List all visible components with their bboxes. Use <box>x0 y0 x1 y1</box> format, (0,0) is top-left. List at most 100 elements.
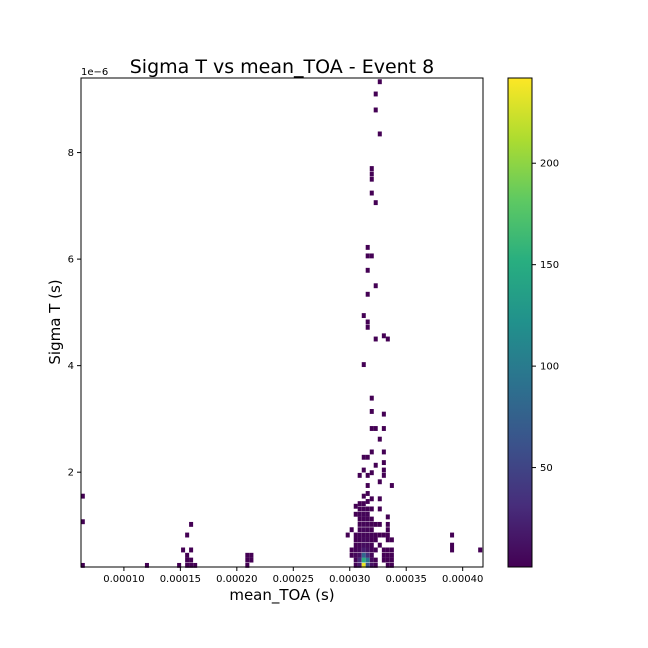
x-tick-label: 0.00035 <box>386 574 427 585</box>
heatmap-cell <box>369 449 374 455</box>
heatmap-cell <box>369 557 374 563</box>
heatmap-cell <box>385 557 390 563</box>
heatmap-cell <box>369 166 374 171</box>
heatmap-cell <box>385 336 390 342</box>
heatmap-cell <box>377 436 382 442</box>
x-tick-label: 0.00025 <box>273 574 314 585</box>
heatmap-cell <box>381 411 386 417</box>
heatmap-cell <box>365 537 370 543</box>
heatmap-cell <box>245 557 250 563</box>
heatmap-cell <box>249 552 254 558</box>
heatmap-cell <box>377 131 382 137</box>
heatmap-cell <box>365 319 370 325</box>
heatmap-cell <box>353 547 358 553</box>
heatmap-cell <box>381 460 386 466</box>
heatmap-cell <box>361 521 366 527</box>
heatmap-cell <box>361 493 366 499</box>
heatmap-cell <box>361 527 366 533</box>
x-axis-label: mean_TOA (s) <box>229 586 334 605</box>
heatmap-cell <box>377 506 382 512</box>
heatmap-cell <box>365 472 370 478</box>
heatmap-cell <box>373 91 378 97</box>
heatmap-cell <box>373 336 378 342</box>
heatmap-cell <box>365 552 370 558</box>
heatmap-cell <box>369 506 374 512</box>
heatmap-cell <box>373 521 378 527</box>
heatmap-cell <box>450 532 455 538</box>
heatmap-cell <box>361 557 366 563</box>
heatmap-cell <box>365 532 370 538</box>
x-axis: 0.00010 0.00015 0.00020 0.00025 0.00030 0.000… <box>103 567 483 585</box>
heatmap-cell <box>377 479 382 485</box>
heatmap-cell <box>365 253 370 259</box>
heatmap-cell <box>365 527 370 533</box>
heatmap-cell <box>450 547 455 553</box>
heatmap-cell <box>357 527 362 533</box>
colorbar: 50 100 150 200 <box>507 77 559 568</box>
heatmap-cell <box>361 516 366 522</box>
heatmap-cell <box>381 472 386 478</box>
heatmap-cell <box>373 562 378 568</box>
heatmap-cell <box>369 562 374 568</box>
heatmap-cell <box>361 506 366 512</box>
heatmap-cell <box>353 537 358 543</box>
heatmap-cell <box>377 79 382 85</box>
heatmap-cell <box>357 472 362 478</box>
heatmap-cell <box>245 562 250 568</box>
colorbar-tick-label: 100 <box>540 362 559 373</box>
heatmap-cell <box>369 527 374 533</box>
heatmap-cell <box>365 511 370 517</box>
heatmap-cell <box>365 506 370 512</box>
heatmap-cell <box>245 552 250 558</box>
heatmap-cell <box>381 557 386 563</box>
heatmap-cell <box>373 107 378 113</box>
heatmap-cell <box>353 552 358 558</box>
heatmap-cell <box>365 454 370 460</box>
heatmap-cell <box>249 557 254 563</box>
x-tick-label: 0.00040 <box>442 574 483 585</box>
heatmap-cell <box>373 462 378 468</box>
heatmap-cell <box>357 557 362 563</box>
heatmap-cell <box>181 547 186 553</box>
heatmap-cell <box>365 483 370 488</box>
heatmap-cell <box>385 537 390 543</box>
heatmap-cell <box>189 547 194 553</box>
y-axis-label: Sigma T (s) <box>46 279 64 364</box>
heatmap-cell <box>369 516 374 522</box>
heatmap-cell <box>389 483 394 488</box>
chart-title: Sigma T vs mean_TOA - Event 8 <box>130 56 435 78</box>
colorbar-ticks: 50 100 150 200 <box>532 159 559 474</box>
heatmap-cell <box>365 491 370 496</box>
heatmap-cell <box>369 521 374 527</box>
y-axis-offset-label: 1e−6 <box>81 67 108 78</box>
heatmap-cell <box>80 562 85 568</box>
heatmap-cell <box>365 516 370 522</box>
heatmap-cells <box>80 79 483 568</box>
heatmap-cell <box>377 496 382 502</box>
colorbar-gradient <box>507 77 533 568</box>
heatmap-cell <box>193 562 198 568</box>
heatmap-cell <box>369 470 374 476</box>
y-tick-label: 2 <box>68 468 74 479</box>
heatmap-cell <box>389 547 394 553</box>
plot-area <box>80 77 484 568</box>
heatmap-cell <box>185 557 190 563</box>
colorbar-tick-label: 150 <box>540 260 559 271</box>
heatmap-cell <box>349 547 354 553</box>
heatmap-cell <box>365 244 370 250</box>
heatmap-cell <box>357 521 362 527</box>
y-tick-label: 4 <box>68 361 74 372</box>
heatmap-cell <box>357 506 362 512</box>
heatmap-cell <box>189 562 194 568</box>
heatmap-cell <box>365 324 370 330</box>
heatmap-cell <box>369 537 374 543</box>
y-axis: 2 4 6 8 <box>68 148 81 479</box>
heatmap-cell <box>357 537 362 543</box>
heatmap-cell <box>381 426 386 431</box>
heatmap-cell <box>189 557 194 563</box>
heatmap-cell <box>369 552 374 558</box>
heatmap-cell <box>349 552 354 558</box>
heatmap-cell <box>365 499 370 504</box>
heatmap-cell <box>353 511 358 517</box>
plot-frame <box>80 77 484 568</box>
